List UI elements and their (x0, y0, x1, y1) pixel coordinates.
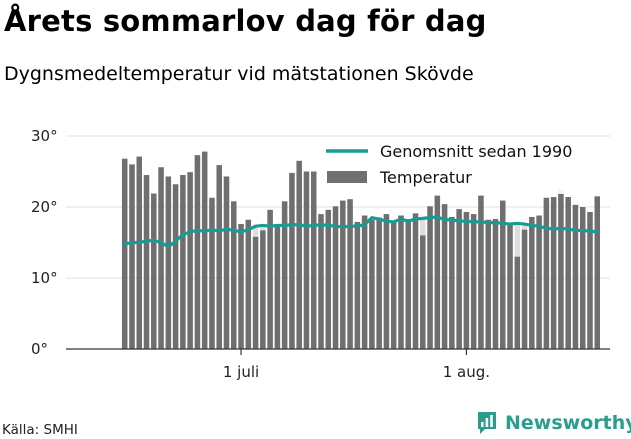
temperature-bar (347, 199, 353, 349)
average-line-path (123, 215, 599, 249)
temperature-bar (529, 216, 535, 349)
temperature-bar (340, 200, 346, 349)
temperature-bar (209, 197, 215, 349)
y-tick-label: 30° (31, 127, 58, 145)
temperature-bar (260, 230, 266, 349)
temperature-bar (318, 214, 324, 349)
source-note: Källa: SMHI (2, 422, 78, 438)
temperature-chart: 0° 10° 20° 30° 1 juli 1 aug. Genomsnitt sedan… (31, 127, 610, 381)
temperature-bar (165, 176, 172, 349)
temperature-bar (223, 176, 230, 349)
temperature-bar (143, 175, 150, 349)
temperature-bar (521, 229, 528, 349)
temperature-bar (303, 171, 310, 349)
temperature-bar (492, 219, 499, 349)
y-tick-label: 0° (31, 340, 48, 358)
y-tick-label: 10° (31, 269, 58, 287)
temperature-bar (441, 204, 448, 349)
temperature-bar (587, 211, 593, 349)
chart-subtitle: Dygnsmedeltemperatur vid mätstationen Sk… (4, 63, 474, 85)
temperature-bar (136, 156, 143, 349)
brand-logo[interactable]: Newsworthy (476, 409, 631, 437)
temperature-bar (172, 184, 179, 349)
temperature-bar (158, 167, 164, 349)
temperature-bar (354, 221, 361, 349)
temperature-bar (470, 214, 477, 349)
brand-name: Newsworthy (505, 412, 631, 434)
legend-label-temperature: Temperatur (379, 168, 472, 187)
temperature-bar (478, 195, 484, 349)
temperature-bar (252, 236, 259, 349)
temperature-bar (187, 172, 193, 349)
temperature-bar (572, 204, 579, 349)
x-tick-label: 1 aug. (443, 363, 490, 381)
temperature-bar (485, 219, 491, 349)
temperature-bar (398, 215, 404, 349)
temperature-bar (565, 197, 571, 349)
temperature-bar (238, 224, 244, 349)
temperature-bar (427, 206, 433, 349)
legend: Genomsnitt sedan 1990 Temperatur (318, 138, 594, 194)
temperature-bar (376, 217, 382, 349)
temperature-bar (550, 197, 557, 349)
temperature-bar (558, 189, 564, 349)
y-tick-label: 20° (31, 198, 58, 216)
temperature-bar (434, 195, 441, 349)
temperature-bar (383, 214, 390, 349)
temperature-bar (194, 155, 201, 349)
temperature-bar (231, 201, 237, 349)
temperature-bar (296, 160, 302, 349)
average-line (123, 215, 599, 249)
temperature-bar (420, 235, 426, 349)
temperature-bar (500, 200, 506, 349)
temperature-bar (412, 213, 419, 349)
temperature-bar (289, 172, 295, 349)
temperature-bars (121, 151, 601, 349)
temperature-bar (463, 211, 470, 349)
chart-title: Årets sommarlov dag för dag (4, 4, 487, 38)
temperature-bar (456, 209, 462, 349)
temperature-bar (449, 216, 455, 349)
temperature-bar (536, 215, 542, 349)
temperature-bar (274, 224, 281, 349)
temperature-bar (579, 207, 586, 349)
temperature-bar (325, 209, 332, 349)
temperature-bar (245, 219, 252, 349)
temperature-bar (201, 151, 208, 349)
temperature-bar (405, 219, 411, 349)
temperature-bar (267, 209, 273, 349)
legend-label-average: Genomsnitt sedan 1990 (380, 142, 572, 161)
legend-background (318, 138, 594, 194)
temperature-bar (151, 193, 157, 349)
temperature-bar (129, 164, 135, 349)
temperature-bar (543, 197, 550, 349)
temperature-bar (514, 256, 521, 349)
temperature-bar (216, 165, 222, 349)
temperature-bar (594, 196, 601, 349)
newsworthy-logo-icon (478, 412, 496, 434)
axes: 0° 10° 20° 30° 1 juli 1 aug. (31, 127, 610, 381)
legend-bar-swatch (327, 171, 367, 183)
temperature-bar (507, 224, 513, 349)
temperature-bar (281, 201, 288, 349)
temperature-bar (332, 206, 339, 349)
temperature-bar (369, 219, 375, 349)
temperature-bar (121, 158, 128, 349)
temperature-bar (310, 171, 317, 349)
temperature-bar (361, 215, 368, 349)
x-tick-label: 1 juli (223, 363, 259, 381)
temperature-bar (180, 175, 186, 349)
temperature-bar (390, 221, 397, 349)
